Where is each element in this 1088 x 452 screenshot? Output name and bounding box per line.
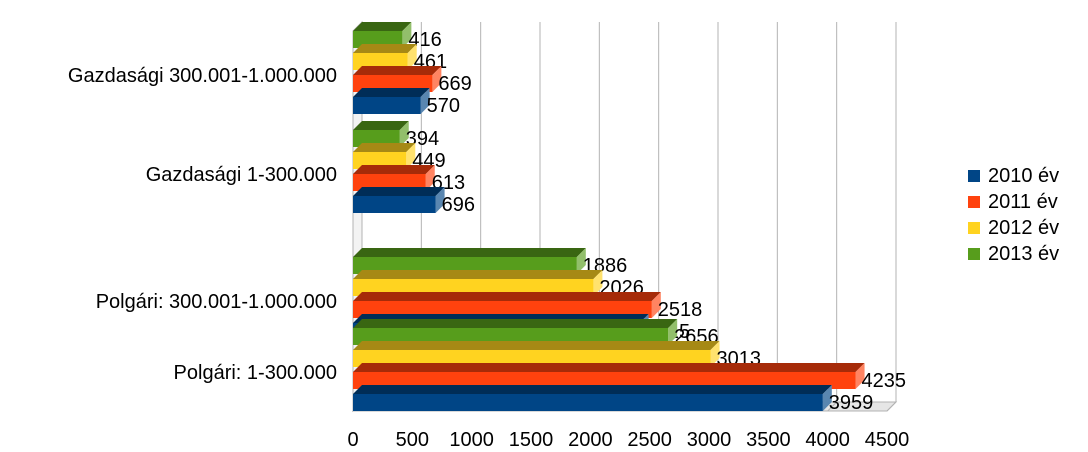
x-tick-label: 1500: [509, 429, 554, 451]
bar-side-3: [402, 22, 412, 48]
category-label: Gazdasági 1-300.000: [146, 164, 337, 186]
bar-3: [353, 257, 577, 274]
bar-0: [353, 196, 436, 213]
legend-item-2013: 2013 év: [968, 241, 1059, 267]
x-tick-label: 1000: [449, 429, 494, 451]
bar-side-3: [668, 319, 678, 345]
x-tick-label: 3000: [687, 429, 732, 451]
legend-label: 2013 év: [988, 242, 1060, 265]
bar-top-1: [353, 363, 865, 372]
legend: 2010 év 2011 év 2012 év 2013 év: [968, 163, 1059, 267]
gridline-floor: [886, 401, 897, 412]
legend-item-2011: 2011 év: [968, 189, 1059, 215]
bar-2: [353, 279, 594, 296]
x-tick-label: 4000: [805, 429, 850, 451]
legend-label: 2012 év: [988, 216, 1060, 239]
bar-3: [353, 31, 403, 48]
bar-side-2: [407, 44, 417, 70]
data-label: 3959: [829, 392, 874, 414]
bar-3: [353, 130, 400, 147]
x-tick-label: 2000: [568, 429, 613, 451]
bar-side-0: [435, 187, 445, 213]
bar-1: [353, 301, 652, 318]
legend-label: 2010 év: [988, 164, 1060, 187]
bar-top-3: [353, 319, 678, 328]
legend-swatch-icon: [968, 196, 980, 208]
x-tick-label: 3500: [746, 429, 791, 451]
bar-top-3: [353, 22, 412, 31]
category-label: Polgári: 1-300.000: [174, 362, 337, 384]
data-label: 570: [427, 95, 460, 117]
data-label: 2518: [658, 299, 703, 321]
legend-item-2010: 2010 év: [968, 163, 1059, 189]
x-tick-label: 4500: [865, 429, 910, 451]
bar-side-1: [432, 66, 442, 92]
bar-0: [353, 394, 823, 411]
bar-side-2: [593, 270, 603, 296]
bar-2: [353, 53, 408, 70]
bar-side-1: [425, 165, 435, 191]
category-label: Gazdasági 300.001-1.000.000: [68, 65, 337, 87]
data-label: 416: [408, 29, 441, 51]
bar-top-0: [353, 187, 445, 196]
bar-top-2: [353, 270, 603, 279]
bar-2: [353, 152, 407, 169]
bar-0: [353, 97, 421, 114]
data-label: 4235: [862, 370, 907, 392]
bar-top-3: [353, 121, 409, 130]
bar-side-3: [399, 121, 409, 147]
bar-side-3: [576, 248, 586, 274]
x-tick-label: 2500: [627, 429, 672, 451]
bar-3: [353, 328, 669, 345]
legend-swatch-icon: [968, 248, 980, 260]
bar-1: [353, 372, 856, 389]
bar-side-2: [710, 341, 720, 367]
bar-top-1: [353, 165, 435, 174]
bar-1: [353, 174, 426, 191]
legend-item-2012: 2012 év: [968, 215, 1059, 241]
legend-swatch-icon: [968, 222, 980, 234]
bar-top-2: [353, 143, 416, 152]
category-label: Polgári: 300.001-1.000.000: [96, 291, 337, 313]
bar-2: [353, 350, 711, 367]
gridline-floor: [827, 401, 838, 412]
bar-top-1: [353, 292, 661, 301]
bar-top-2: [353, 44, 417, 53]
bar-side-2: [406, 143, 416, 169]
legend-label: 2011 év: [988, 190, 1058, 213]
x-tick-label: 500: [396, 429, 429, 451]
bar-top-0: [353, 385, 832, 394]
bar-1: [353, 75, 433, 92]
bar-side-1: [651, 292, 661, 318]
bar-top-1: [353, 66, 442, 75]
bar-top-2: [353, 341, 720, 350]
bar-side-0: [420, 88, 430, 114]
data-label: 696: [442, 194, 475, 216]
bar-side-0: [822, 385, 832, 411]
legend-swatch-icon: [968, 170, 980, 182]
bar-top-3: [353, 248, 586, 257]
data-label: 669: [438, 73, 471, 95]
x-tick-label: 0: [347, 429, 358, 451]
bar-top-0: [353, 88, 430, 97]
bar-side-1: [855, 363, 865, 389]
